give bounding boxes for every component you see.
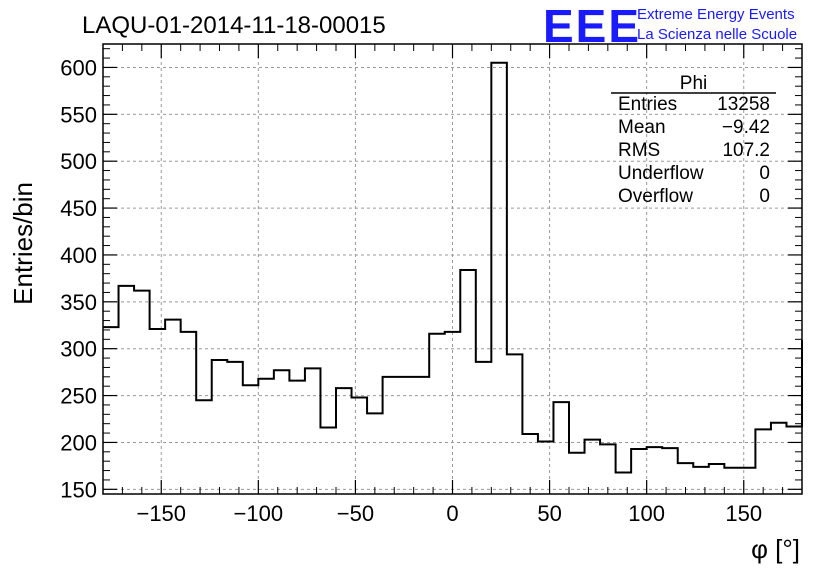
x-tick-label: −50 xyxy=(337,501,374,526)
y-tick-label: 500 xyxy=(60,149,97,174)
logo: EEE Extreme Energy Events La Scienza nel… xyxy=(543,0,797,52)
y-tick-label: 150 xyxy=(60,477,97,502)
x-tick-label: 50 xyxy=(537,501,561,526)
x-tick-label: 150 xyxy=(725,501,762,526)
x-tick-label: 100 xyxy=(628,501,665,526)
stats-value: 0 xyxy=(759,186,770,207)
logo-line-1: Extreme Energy Events xyxy=(637,6,795,23)
y-tick-label: 300 xyxy=(60,337,97,362)
stats-label: Entries xyxy=(618,94,677,115)
y-tick-label: 250 xyxy=(60,384,97,409)
stats-value: 13258 xyxy=(717,94,770,115)
tick-labels: −150 −100 −50 0 50 100 150 150 200 250 300 350 400 45… xyxy=(60,55,762,526)
stats-value: 107.2 xyxy=(722,140,770,161)
y-tick-label: 600 xyxy=(60,55,97,80)
stats-title: Phi xyxy=(680,73,707,94)
y-tick-label: 550 xyxy=(60,102,97,127)
y-axis-title: Entries/bin xyxy=(8,182,38,305)
stats-label: Underflow xyxy=(618,163,704,184)
x-tick-label: 0 xyxy=(446,501,458,526)
logo-mark: EEE xyxy=(543,0,641,52)
axis-ticks xyxy=(102,44,803,494)
y-tick-label: 400 xyxy=(60,243,97,268)
y-tick-label: 450 xyxy=(60,196,97,221)
stats-label: Overflow xyxy=(618,186,693,207)
chart-title: LAQU-01-2014-11-18-00015 xyxy=(82,12,386,39)
histogram-step-line xyxy=(103,61,803,474)
stats-value: −9.42 xyxy=(722,117,770,138)
stats-label: Mean xyxy=(618,117,666,138)
logo-line-2: La Scienza nelle Scuole xyxy=(637,26,797,43)
x-tick-label: −150 xyxy=(136,501,186,526)
stats-label: RMS xyxy=(618,140,660,161)
x-tick-label: −100 xyxy=(234,501,284,526)
y-tick-label: 200 xyxy=(60,430,97,455)
y-tick-label: 350 xyxy=(60,290,97,315)
stats-value: 0 xyxy=(759,163,770,184)
x-axis-title: φ [°] xyxy=(751,534,800,564)
